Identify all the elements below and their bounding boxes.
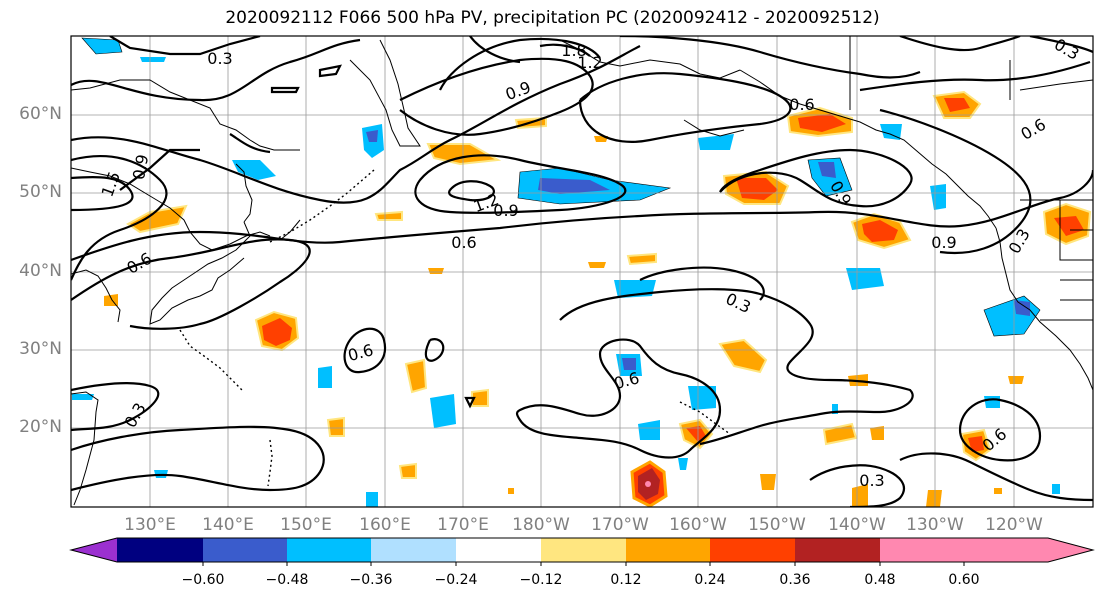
colorbar-segment <box>456 538 541 562</box>
colorbar-tick-label: 0.24 <box>694 572 726 588</box>
colorbar-segment <box>371 538 456 562</box>
longitude-label: 130°E <box>124 515 176 535</box>
contour-label: 0.9 <box>129 153 152 181</box>
contour-label: 0.9 <box>931 233 956 252</box>
colorbar-segment <box>117 538 203 562</box>
colorbar-tick-label: 0.60 <box>948 572 980 588</box>
contour-label: 0.9 <box>503 78 533 105</box>
colorbar-segment <box>626 538 710 562</box>
contour-label: 0.6 <box>346 340 376 365</box>
longitude-label: 130°W <box>906 515 964 535</box>
contour-label: 1.2 <box>577 53 602 72</box>
positive-precip-shading <box>104 90 1092 507</box>
island-chain <box>179 169 731 487</box>
contour-label: 0.3 <box>1005 225 1034 257</box>
latitude-label: 40°N <box>19 261 62 281</box>
contour-label: 0.9 <box>493 201 518 220</box>
coastlines <box>71 36 1093 506</box>
pv-contours <box>71 36 1093 507</box>
contour-label: 0.6 <box>1017 115 1049 144</box>
map-frame <box>70 35 1094 508</box>
colorbar-tick-label: −0.12 <box>519 572 563 588</box>
colorbar <box>69 537 1095 566</box>
colorbar-tick-label: −0.24 <box>434 572 478 588</box>
latitude-label: 50°N <box>19 182 62 202</box>
colorbar-tick-label: −0.48 <box>265 572 309 588</box>
contour-label: 0.6 <box>451 233 476 252</box>
colorbar-segment <box>880 538 1093 562</box>
longitude-label: 170°E <box>437 515 489 535</box>
colorbar-segment <box>795 538 880 562</box>
colorbar-tick-label: 0.12 <box>610 572 642 588</box>
longitude-label: 150°E <box>280 515 332 535</box>
contour-label: 0.3 <box>207 49 232 68</box>
longitude-label: 120°W <box>985 515 1043 535</box>
contour-label: 1.8 <box>561 41 586 60</box>
longitude-label: 160°E <box>359 515 411 535</box>
contour-label: 0.6 <box>612 368 642 393</box>
longitude-label: 180°W <box>512 515 570 535</box>
longitude-label: 170°W <box>591 515 649 535</box>
contour-label: 0.6 <box>789 95 814 114</box>
longitude-label: 160°W <box>669 515 727 535</box>
longitude-label: 150°W <box>748 515 806 535</box>
colorbar-segment <box>541 538 626 562</box>
contour-label: 0.3 <box>1051 35 1083 64</box>
colorbar-tick-label: 0.36 <box>779 572 811 588</box>
contour-label: 0.3 <box>859 471 884 490</box>
colorbar-segment <box>71 538 117 562</box>
contour-label: 0.3 <box>121 399 150 431</box>
contour-label: 1.5 <box>98 169 125 199</box>
longitude-label: 140°E <box>202 515 254 535</box>
latitude-label: 30°N <box>19 339 62 359</box>
latitude-label: 20°N <box>19 417 62 437</box>
contour-label: 0.3 <box>723 289 754 317</box>
map-title: 2020092112 F066 500 hPa PV, precipitatio… <box>225 8 880 28</box>
longitude-label: 140°W <box>828 515 886 535</box>
colorbar-tick-label: −0.36 <box>349 572 393 588</box>
latitude-label: 60°N <box>19 104 62 124</box>
colorbar-tick-label: 0.48 <box>864 572 896 588</box>
colorbar-tick-label: −0.60 <box>181 572 225 588</box>
colorbar-segment <box>203 538 287 562</box>
colorbar-segment <box>287 538 371 562</box>
negative-precip-shading <box>72 37 1060 507</box>
colorbar-segment <box>710 538 795 562</box>
